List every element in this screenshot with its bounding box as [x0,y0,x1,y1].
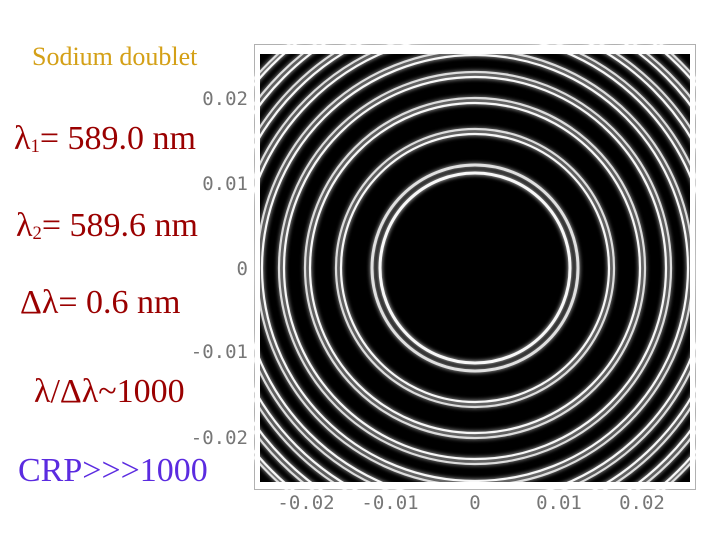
x-tick-label: 0.02 [619,492,665,514]
x-tick-label: -0.01 [361,492,419,514]
interference-ring [303,96,647,440]
lambda2-formula: λ2= 589.6 nm [16,207,198,245]
y-tick-label: 0 [236,258,248,280]
y-tick-label: -0.01 [190,341,248,363]
delta-lambda-formula: Δλ= 0.6 nm [20,284,181,321]
lambda1-formula: λ1= 589.0 nm [14,120,196,158]
interference-ring [260,53,690,483]
y-tick-label: 0.02 [202,88,248,110]
lambda2-value: = 589.6 nm [41,207,198,244]
interference-ring [339,132,611,404]
interference-rings-svg [254,44,696,490]
lambda2-symbol: λ [16,207,33,244]
x-tick-label: -0.02 [277,492,335,514]
y-tick-label: -0.02 [190,427,248,449]
lambda1-symbol: λ [14,120,31,157]
plot-frame-border [254,44,696,490]
plot-background [260,54,690,482]
x-tick-label: 0 [469,492,481,514]
interference-ring [255,48,695,488]
y-tick-label: 0.01 [202,173,248,195]
lambda1-value: = 589.0 nm [39,120,196,157]
interference-ring [334,127,616,409]
interference-pattern-plot [254,44,696,490]
interference-ring [378,171,572,365]
interference-ring [282,75,668,461]
lambda2-subscript: 2 [32,222,42,244]
resolving-ratio-formula: λ/Δλ~1000 [34,373,185,410]
crp-formula: CRP>>>1000 [18,452,208,489]
x-tick-label: 0.01 [536,492,582,514]
interference-ring [277,70,673,466]
lambda1-subscript: 1 [30,135,40,157]
interference-ring [370,163,580,373]
interference-ring [308,101,642,435]
sodium-doublet-title: Sodium doublet [32,42,198,71]
